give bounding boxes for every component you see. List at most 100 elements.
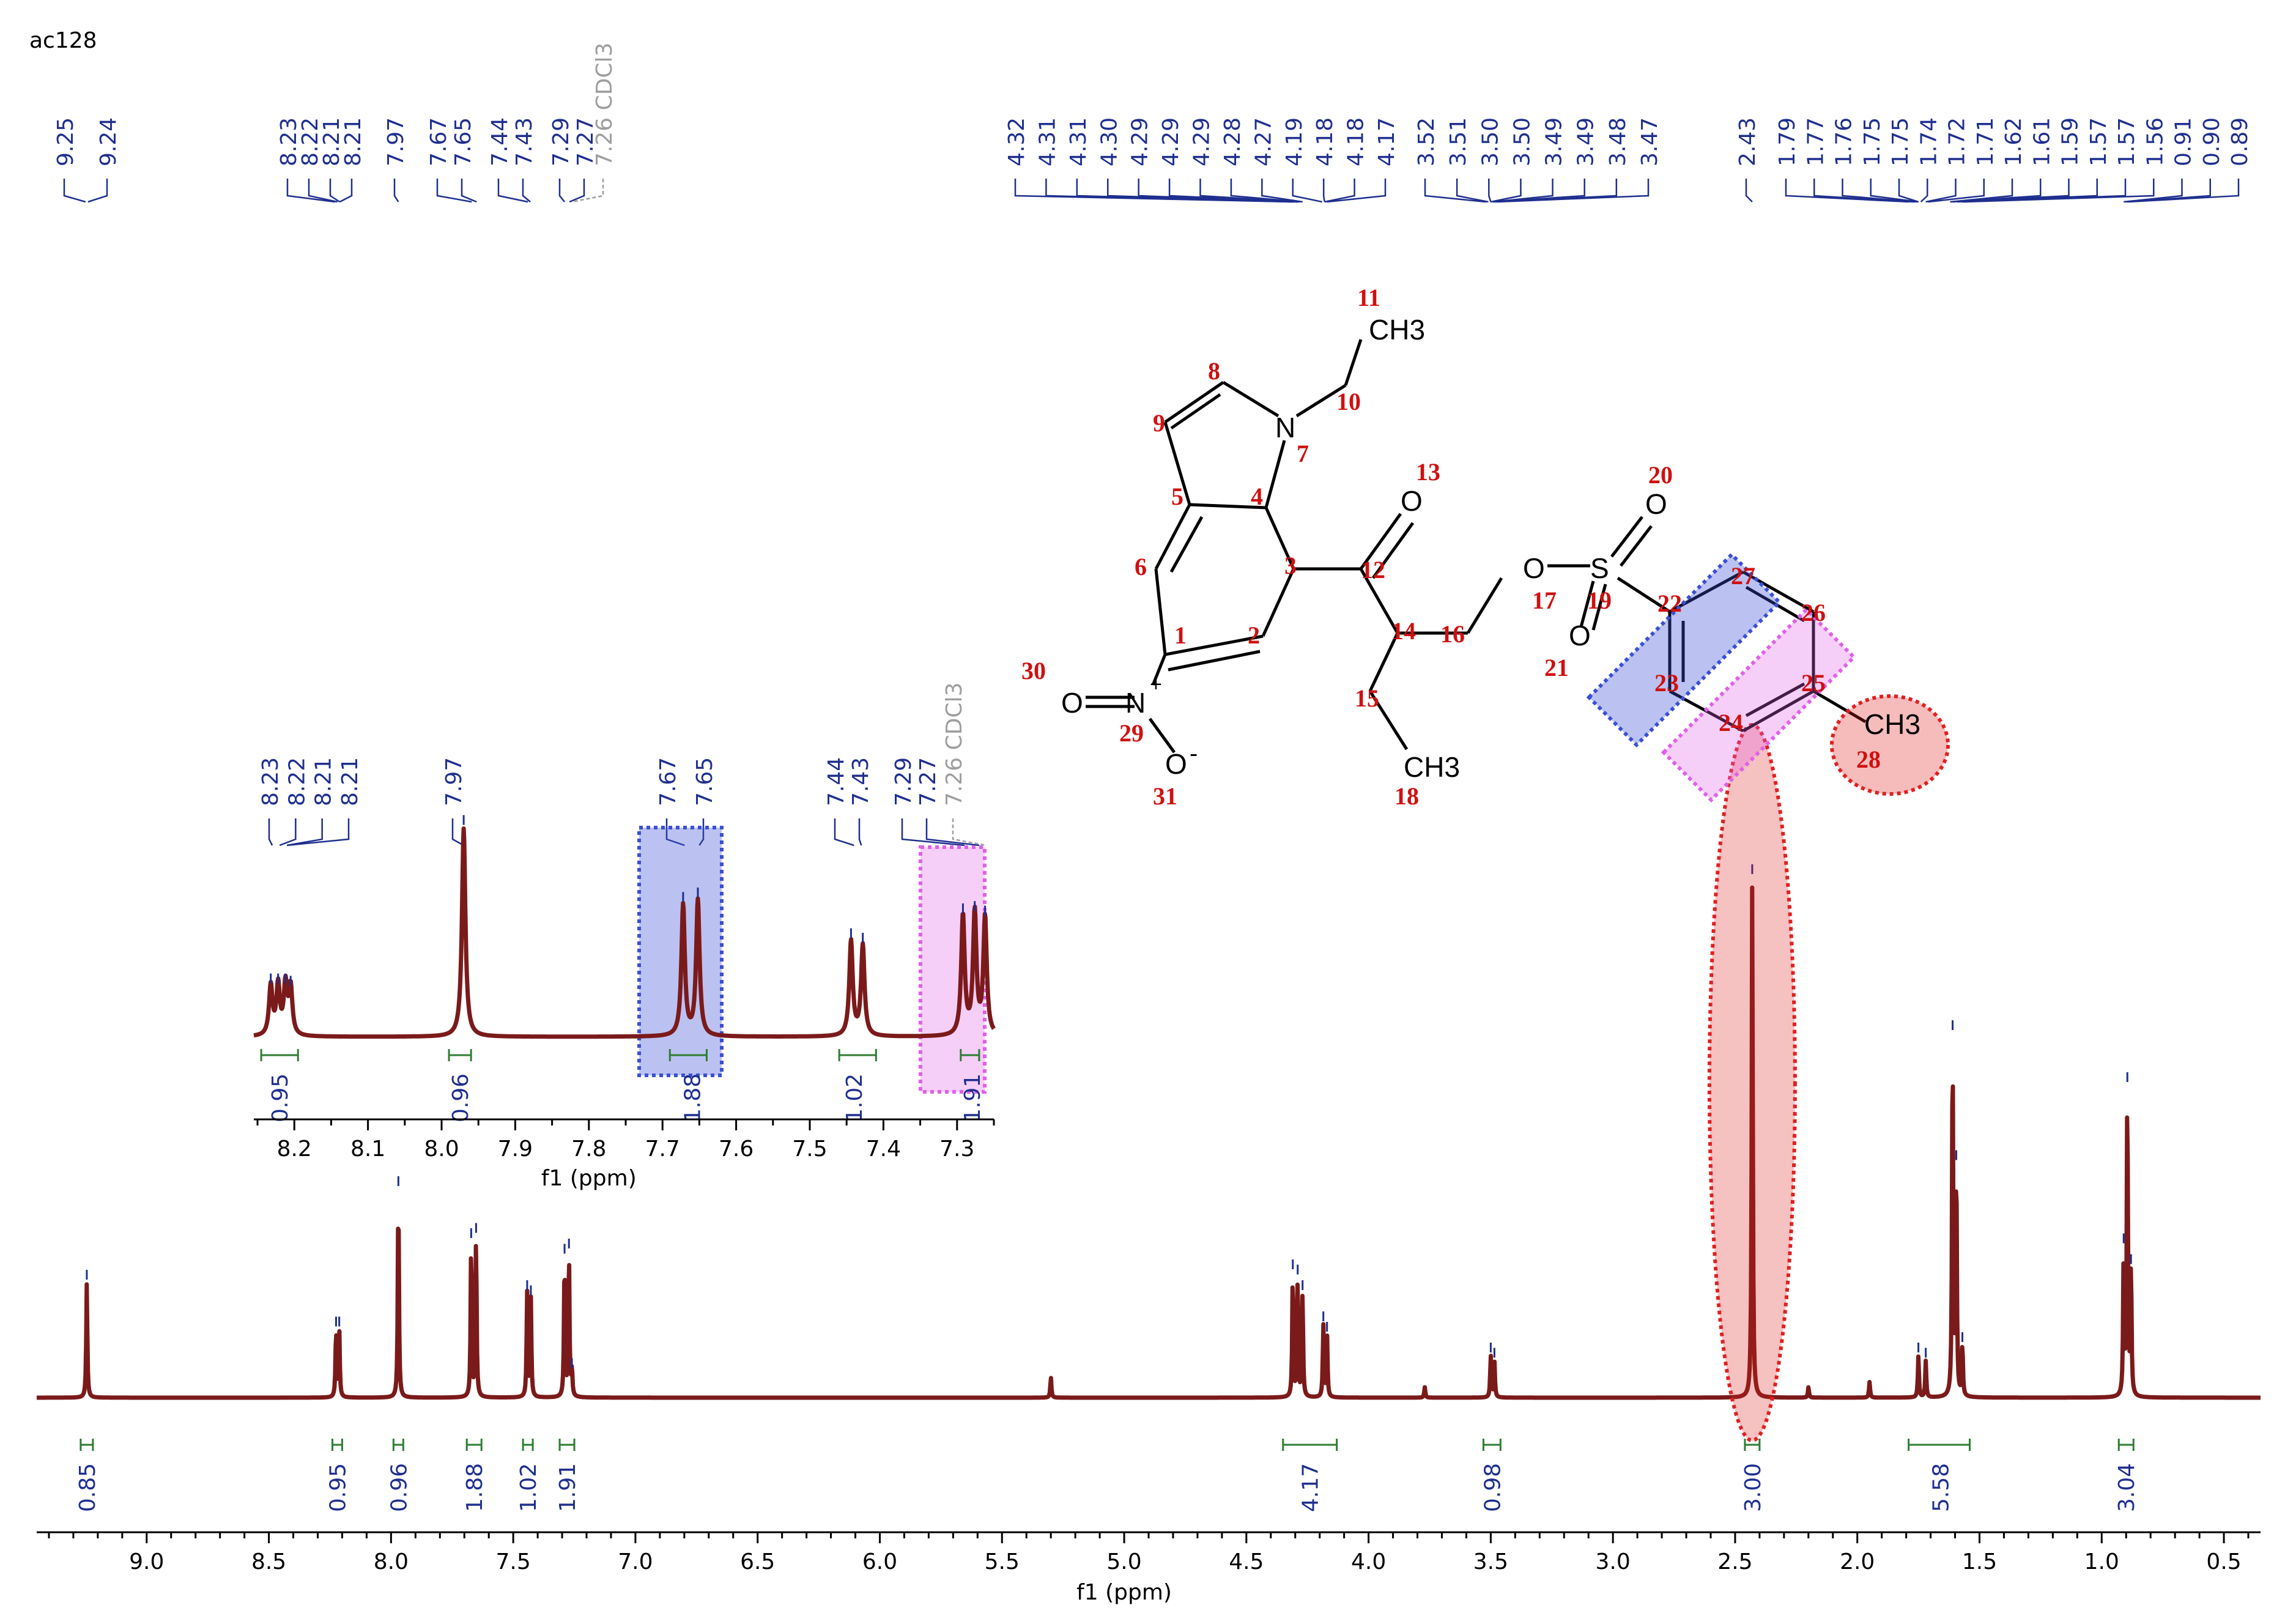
bond-4-5 [1189,503,1267,510]
atom-symbol-o_20: O [1645,488,1667,520]
inset-peak-label: 7.44 [824,757,849,806]
inset-peak-leader [858,818,862,846]
peak-label: 1.71 [1973,117,1998,166]
peak-label: 4.32 [1004,117,1029,166]
peak-label: 4.18 [1313,117,1338,166]
axis-tick-label: 1.5 [1962,1549,1997,1574]
inset-peak-label: 8.23 [258,757,283,806]
bond-8-9 [1164,380,1224,424]
peak-label: 1.77 [1803,117,1828,166]
inset-peak-label: 7.29 [891,757,916,806]
inset-integral-value: 1.88 [680,1073,705,1122]
peak-label: 1.59 [2058,117,2083,166]
peak-leader [1965,179,2155,203]
bond-2-3 [1261,568,1295,637]
bond-6-1 [1154,568,1167,655]
peak-label: 4.31 [1035,117,1060,166]
integral-value: 5.58 [1929,1463,1954,1512]
bond-S-O21 [1579,580,1595,628]
atom-number-15: 15 [1355,684,1379,712]
solvent-leader [571,179,604,203]
atom-number-18: 18 [1394,782,1419,810]
inset-peak-label: 7.65 [692,757,717,806]
axis-tick-label: 9.0 [129,1549,164,1574]
peak-leader [308,179,338,203]
bond-1-29 [1151,654,1167,686]
bond-25-28 [1812,689,1867,724]
bond-7-8 [1222,380,1280,418]
bond-1-2 [1165,634,1264,656]
peak-leader [1322,179,1325,202]
peak-leader [1491,179,1522,203]
atom-number-16: 16 [1440,620,1465,648]
bond-4-7 [1264,440,1286,508]
peak-label: 1.76 [1832,117,1857,166]
peak-leader [1199,179,1298,203]
peak-label: 0.89 [2228,117,2253,166]
inset-peak-leader [901,818,965,847]
bond-9-5 [1163,421,1191,505]
axis-tick-label: 2.5 [1717,1549,1752,1574]
peak-label: 9.25 [53,117,78,166]
integral-value: 0.98 [1480,1463,1505,1512]
peak-label: 3.49 [1574,117,1599,166]
peak-label: 4.30 [1097,117,1122,166]
inset-axis-tick-label: 7.9 [498,1136,533,1162]
axis-tick-label: 4.0 [1351,1549,1386,1574]
inset-spectrum: 8.23 8.22 8.21 8.21 7.97 7.67 7.65 7.44 7.43 7.29… [252,683,996,1191]
integral-value: 1.91 [555,1463,580,1512]
inset-peak-label: 8.21 [338,757,363,806]
peak-leader [1870,179,1919,203]
integral-value: 1.88 [462,1463,487,1512]
main-integrals: 0.85 0.95 0.96 1.88 1.02 1.91 4.17 0.98 3.00 5.58… [75,1439,2139,1512]
highlight-red-28 [1830,694,1950,796]
peak-label: 1.72 [1945,117,1970,166]
atom-symbol-n_7: N [1275,412,1295,443]
atom-number-20: 20 [1648,461,1673,489]
peak-label: 4.29 [1158,117,1183,166]
atom-symbol-ch3_11: CH3 [1369,314,1425,346]
integral-value: 4.17 [1298,1463,1324,1512]
axis-tick-label: 4.5 [1229,1549,1264,1574]
peak-leader [1928,179,1985,203]
bond-15-18 [1368,690,1409,751]
bond-S-22 [1617,576,1671,614]
peak-leader [329,179,341,203]
bond-1-2-double [1168,650,1261,672]
atom-number-3: 3 [1284,552,1297,579]
atom-symbol-o_16: O [1523,552,1545,584]
inset-axis-tick-label: 8.0 [424,1136,459,1162]
atom-number-13: 13 [1416,458,1440,486]
peak-label: 4.19 [1282,117,1307,166]
axis-tick-label: 8.5 [251,1549,286,1574]
axis-tick-label: 2.0 [1840,1549,1875,1574]
bond-S-O20 [1610,516,1643,558]
peak-label: 1.75 [1860,117,1885,166]
peak-label: 1.57 [2086,117,2111,166]
atom-symbol-ch3_28: CH3 [1864,708,1920,740]
peak-leader [1745,179,1753,202]
peak-leader [436,179,472,203]
inset-integral-value: 0.96 [448,1073,473,1122]
bond-22-27 [1668,570,1744,614]
peak-leader [558,179,566,202]
peak-label: 3.50 [1478,117,1503,166]
peak-label: 0.90 [2199,117,2224,166]
charge-minus: - [1190,740,1198,767]
atom-number-19: 19 [1587,587,1612,614]
axis-tick-label: 7.0 [618,1549,653,1574]
peak-label: 2.43 [1735,117,1760,166]
peak-leader [1498,179,1650,203]
peak-label: 3.47 [1637,117,1662,166]
atom-number-1: 1 [1174,621,1187,649]
inset-peak-leader [698,818,705,846]
atom-number-21: 21 [1544,654,1569,681]
atom-symbol-o_21: O [1569,620,1591,651]
peak-label: 7.29 [549,117,574,166]
inset-axis-tick-label: 7.7 [645,1136,680,1162]
peak-label: 7.44 [487,117,513,166]
bond-25-24-double [1745,682,1805,717]
integral-value: 1.02 [516,1463,541,1512]
atom-number-26: 26 [1801,599,1826,626]
